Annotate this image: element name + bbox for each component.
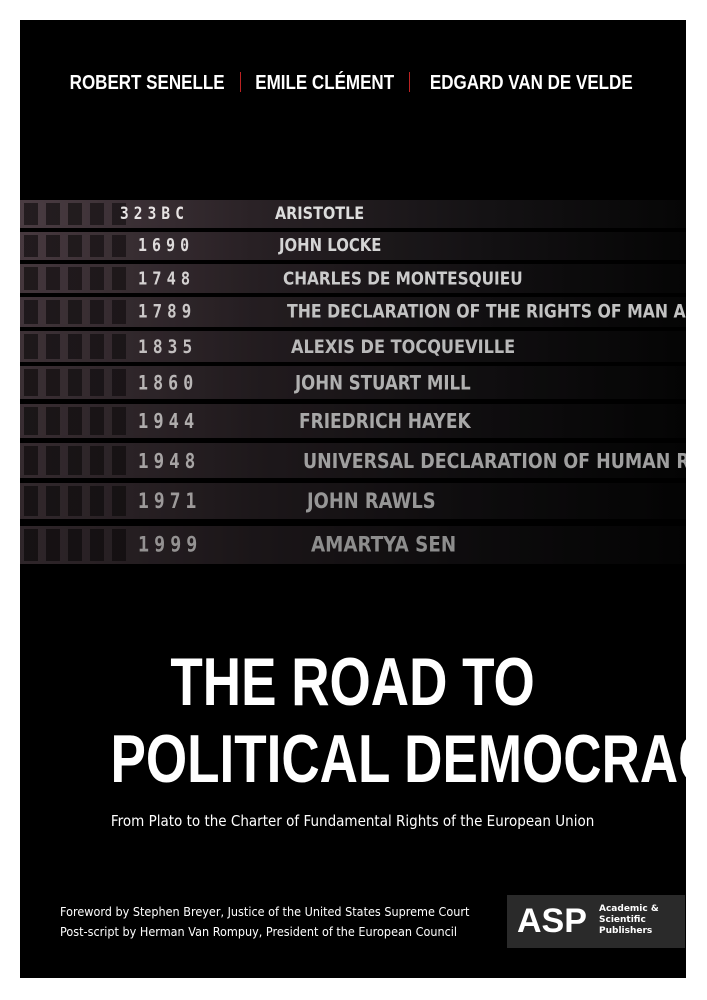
board-year: 1835 [138,335,198,358]
board-year: 1789 [138,301,197,323]
board-cells [20,300,130,324]
author: EDGARD VAN DE VELDE [429,72,633,94]
board-cells [20,235,130,257]
board-cells [20,446,130,475]
author: ROBERT SENELLE [69,72,225,94]
credit: Post-script by Herman Van Rompuy, Presid… [60,924,458,939]
board-year: 323BC [120,204,190,224]
title-text: THE ROAD TO [170,644,536,720]
board-cells [20,267,130,290]
board-name: THE DECLARATION OF THE RIGHTS OF MAN AND [287,301,686,323]
book-cover: ROBERT SENELLE EMILE CLÉMENT EDGARD VAN DE… [20,20,686,978]
board-row: 1789 THE DECLARATION OF THE RIGHTS OF MAN… [20,297,686,329]
board-cells [20,369,130,396]
board-row: 1944 FRIEDRICH HAYEK [20,404,686,440]
board-year: 1944 [138,409,200,433]
board-name: AMARTYA SEN [311,532,457,558]
board-year: 1948 [138,448,201,473]
board-cells [20,203,130,225]
board-row: 1690 JOHN LOCKE [20,232,686,262]
authors: ROBERT SENELLE EMILE CLÉMENT EDGARD VAN DE… [20,72,686,95]
board-year: 1748 [138,268,196,289]
title-line: THE ROAD TO [20,648,686,716]
board-name: CHARLES DE MONTESQUIEU [283,268,523,289]
board-cells [20,334,130,359]
subtitle-text: From Plato to the Charter of Fundamental… [111,812,595,830]
title-text: POLITICAL DEMOCRACY [110,721,686,797]
author: EMILE CLÉMENT [255,72,395,94]
title-line: POLITICAL DEMOCRACY [20,725,686,793]
publisher-name-line: Publishers [599,926,653,936]
separator [408,72,410,92]
board-row: 323BC ARISTOTLE [20,200,686,230]
board-row: 1835 ALEXIS DE TOCQUEVILLE [20,331,686,364]
board-row: 1860 JOHN STUART MILL [20,366,686,401]
board-name: ALEXIS DE TOCQUEVILLE [291,335,516,358]
board-year: 1690 [138,236,195,256]
publisher-name-line: Scientific [599,915,646,925]
board-cells [20,486,130,516]
separator [240,72,242,92]
board-year: 1999 [138,532,203,558]
board-name: JOHN LOCKE [279,236,382,256]
board-name: FRIEDRICH HAYEK [299,409,471,433]
board-row: 1948 UNIVERSAL DECLARATION OF HUMAN RIGHT… [20,443,686,480]
board-cells [20,407,130,435]
board-cells [20,529,130,561]
publisher-logo: ASP Academic & Scientific Publishers [507,895,685,948]
board-name: JOHN STUART MILL [295,371,471,394]
board-year: 1860 [138,371,199,394]
board-row: 1748 CHARLES DE MONTESQUIEU [20,264,686,295]
board-name: ARISTOTLE [275,204,365,224]
board-year: 1971 [138,489,202,513]
publisher-name-line: Academic & [599,904,659,914]
subtitle: From Plato to the Charter of Fundamental… [20,812,686,830]
board-row: 1999 AMARTYA SEN [20,526,686,566]
board-row: 1971 JOHN RAWLS [20,483,686,521]
board-name: UNIVERSAL DECLARATION OF HUMAN RIGHTS [303,448,686,473]
board-name: JOHN RAWLS [307,489,436,513]
publisher-name: Academic & Scientific Publishers [599,904,659,937]
credit: Foreword by Stephen Breyer, Justice of t… [60,904,470,919]
logo-text: ASP [517,902,587,940]
